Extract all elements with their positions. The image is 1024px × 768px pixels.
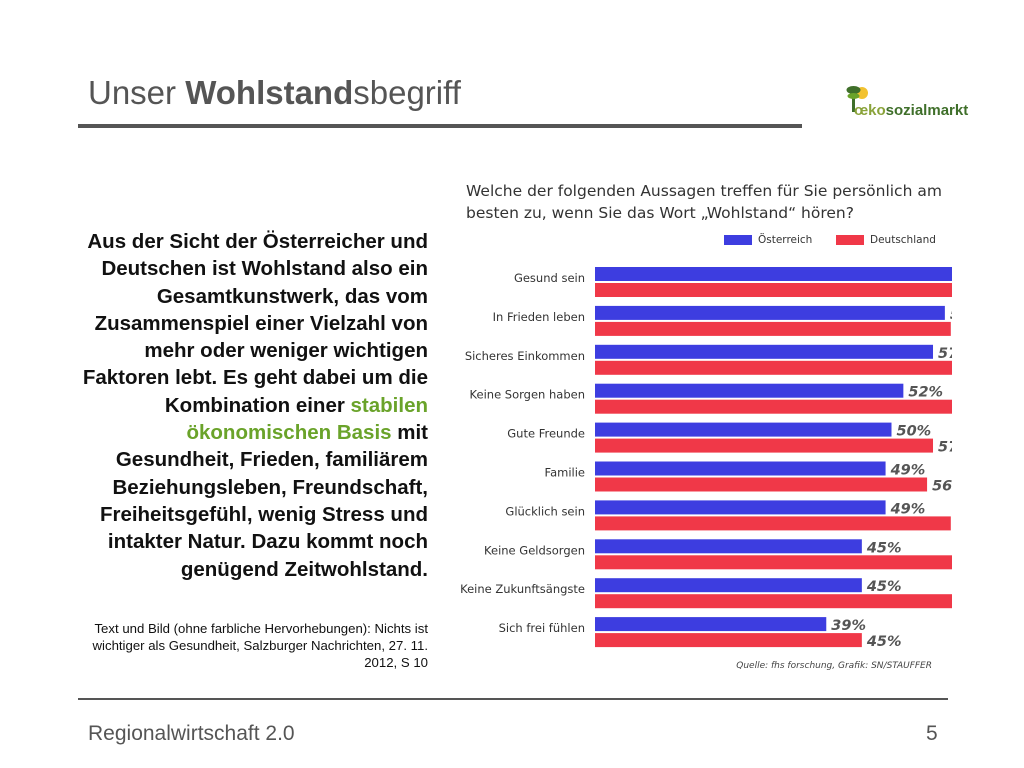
value-label-austria-in-frieden-leben: 59% [950, 307, 952, 323]
logo-text-dark: sozialmarkt [885, 102, 969, 119]
category-label-sich-frei-fühlen: Sich frei fühlen [499, 621, 585, 635]
chart-plot: Gesund sein65%75%In Frieden leben59%60%S… [460, 267, 952, 671]
legend-label-austria: Österreich [758, 234, 813, 246]
tree-sun-icon [846, 86, 868, 112]
value-label-germany-familie: 56% [932, 479, 952, 495]
chart-title: Welche der folgenden Aussagen treffen fü… [466, 182, 942, 222]
bar-austria-keine-geldsorgen [595, 539, 862, 554]
value-label-austria-sicheres-einkommen: 57% [938, 346, 952, 362]
footer-divider [78, 698, 948, 700]
value-label-austria-keine-geldsorgen: 45% [866, 540, 902, 556]
legend-swatch-austria [724, 235, 752, 245]
logo-wordmark: œkosozialmarkt [854, 102, 968, 119]
bar-austria-keine-zukunftsängste [595, 578, 862, 593]
bar-austria-glücklich-sein [595, 500, 886, 515]
value-label-austria-keine-zukunftsängste: 45% [866, 579, 902, 595]
category-label-gute-freunde: Gute Freunde [507, 427, 585, 441]
bar-germany-in-frieden-leben [595, 321, 951, 336]
bar-austria-gute-freunde [595, 422, 892, 437]
category-label-keine-geldsorgen: Keine Geldsorgen [484, 543, 585, 557]
logo-text-green: œko [854, 102, 886, 119]
body-text-after: mit Gesundheit, Frieden, familiärem Bezi… [99, 421, 428, 581]
bar-germany-keine-geldsorgen [595, 555, 952, 570]
bar-germany-glücklich-sein [595, 516, 951, 531]
bar-germany-gesund-sein [595, 283, 952, 297]
page-number: 5 [926, 722, 938, 745]
title-bold: Wohlstand [185, 74, 354, 111]
title-divider [78, 124, 802, 128]
chart-source-note: Quelle: fhs forschung, Grafik: SN/STAUFF… [736, 661, 932, 671]
bar-germany-keine-sorgen-haben [595, 399, 952, 414]
legend-swatch-germany [836, 235, 864, 245]
body-paragraph: Aus der Sicht der Österreicher und Deuts… [80, 228, 428, 583]
value-label-germany-gute-freunde: 57% [938, 440, 952, 456]
legend-label-germany: Deutschland [870, 234, 936, 246]
value-label-austria-familie: 49% [890, 463, 926, 479]
legend-item-austria: Österreich [724, 234, 812, 246]
title-part-2: sbegriff [353, 74, 461, 111]
oekosozialmarkt-logo: œkosozialmarkt [826, 84, 968, 128]
category-label-glücklich-sein: Glücklich sein [505, 504, 585, 518]
legend-item-germany: Deutschland [836, 234, 936, 246]
bar-austria-familie [595, 461, 886, 476]
category-label-gesund-sein: Gesund sein [514, 271, 585, 285]
value-label-germany-sich-frei-fühlen: 45% [866, 634, 902, 650]
bar-austria-keine-sorgen-haben [595, 383, 904, 398]
bar-germany-sich-frei-fühlen [595, 633, 862, 648]
category-label-keine-zukunftsängste: Keine Zukunftsängste [460, 582, 585, 596]
category-label-keine-sorgen-haben: Keine Sorgen haben [470, 388, 585, 402]
body-text-highlight: stabilen ökonomischen Basis [186, 393, 428, 445]
wohlstand-chart: Welche der folgenden Aussagen treffen fü… [452, 170, 952, 680]
bar-austria-sich-frei-fühlen [595, 617, 827, 632]
bar-germany-keine-zukunftsängste [595, 594, 952, 609]
bar-austria-sicheres-einkommen [595, 344, 934, 359]
body-text-before: Aus der Sicht der Österreicher und Deuts… [82, 230, 428, 417]
category-label-in-frieden-leben: In Frieden leben [493, 310, 585, 324]
source-citation: Text und Bild (ohne farbliche Hervorhebu… [92, 621, 428, 670]
bar-austria-in-frieden-leben [595, 305, 945, 320]
value-label-austria-glücklich-sein: 49% [890, 501, 926, 517]
value-label-austria-keine-sorgen-haben: 52% [908, 385, 943, 401]
category-label-sicheres-einkommen: Sicheres Einkommen [465, 349, 585, 363]
value-label-austria-gute-freunde: 50% [897, 424, 932, 440]
value-label-austria-sich-frei-fühlen: 39% [831, 618, 866, 634]
bar-germany-familie [595, 477, 928, 492]
slide-title: Unser Wohlstandsbegriff [88, 74, 461, 112]
bar-germany-gute-freunde [595, 438, 934, 453]
bar-austria-gesund-sein [595, 267, 952, 281]
category-label-familie: Familie [545, 466, 585, 480]
bar-germany-sicheres-einkommen [595, 360, 952, 375]
title-part-1: Unser [88, 74, 186, 111]
footer-title: Regionalwirtschaft 2.0 [88, 722, 295, 745]
